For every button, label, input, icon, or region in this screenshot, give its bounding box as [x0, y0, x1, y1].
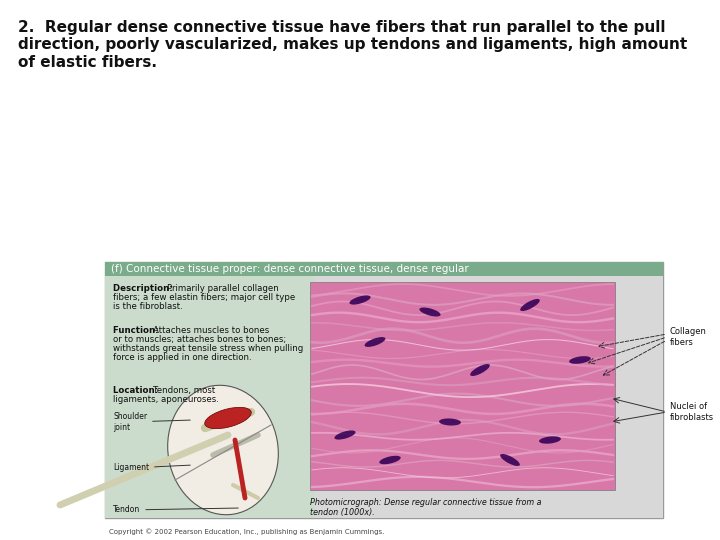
Ellipse shape	[204, 407, 251, 429]
Text: or to muscles; attaches bones to bones;: or to muscles; attaches bones to bones;	[113, 335, 287, 344]
Text: Function:: Function:	[113, 326, 161, 335]
Bar	[315, 276, 663, 518]
Text: Primarily parallel collagen: Primarily parallel collagen	[167, 284, 279, 293]
Text: 2.  Regular dense connective tissue have fibers that run parallel to the pull
di: 2. Regular dense connective tissue have …	[18, 20, 688, 70]
Text: (f) Connective tissue proper: dense connective tissue, dense regular: (f) Connective tissue proper: dense conn…	[111, 264, 469, 274]
Ellipse shape	[569, 356, 591, 364]
Text: Description:: Description:	[113, 284, 176, 293]
Ellipse shape	[349, 295, 371, 305]
Ellipse shape	[520, 299, 540, 311]
Text: Tendons, most: Tendons, most	[153, 386, 215, 395]
Bar	[105, 262, 663, 518]
Ellipse shape	[500, 454, 520, 466]
Text: Nuclei of
fibroblasts: Nuclei of fibroblasts	[670, 402, 714, 422]
Bar	[310, 282, 615, 490]
Text: withstands great tensile stress when pulling: withstands great tensile stress when pul…	[113, 344, 303, 353]
Ellipse shape	[334, 430, 356, 440]
Ellipse shape	[379, 456, 401, 464]
Text: Ligament: Ligament	[113, 463, 190, 472]
Text: ligaments, aponeuroses.: ligaments, aponeuroses.	[113, 395, 219, 404]
Text: Shoulder
joint: Shoulder joint	[113, 413, 190, 431]
Bar	[105, 262, 663, 276]
Ellipse shape	[364, 337, 385, 347]
Text: Location:: Location:	[113, 386, 161, 395]
Ellipse shape	[419, 307, 441, 316]
Ellipse shape	[539, 436, 561, 444]
Text: is the fibroblast.: is the fibroblast.	[113, 302, 183, 311]
Text: Collagen
fibers: Collagen fibers	[670, 327, 707, 347]
Ellipse shape	[470, 364, 490, 376]
Ellipse shape	[439, 418, 461, 426]
Text: Attaches muscles to bones: Attaches muscles to bones	[153, 326, 269, 335]
Text: Photomicrograph: Dense regular connective tissue from a
tendon (1000x).: Photomicrograph: Dense regular connectiv…	[310, 498, 541, 517]
Text: Copyright © 2002 Pearson Education, Inc., publishing as Benjamin Cummings.: Copyright © 2002 Pearson Education, Inc.…	[109, 528, 384, 535]
Text: Tendon: Tendon	[113, 505, 238, 515]
Text: fibers; a few elastin fibers; major cell type: fibers; a few elastin fibers; major cell…	[113, 293, 295, 302]
Text: force is applied in one direction.: force is applied in one direction.	[113, 353, 251, 362]
Ellipse shape	[168, 385, 279, 515]
Bar	[105, 276, 315, 518]
